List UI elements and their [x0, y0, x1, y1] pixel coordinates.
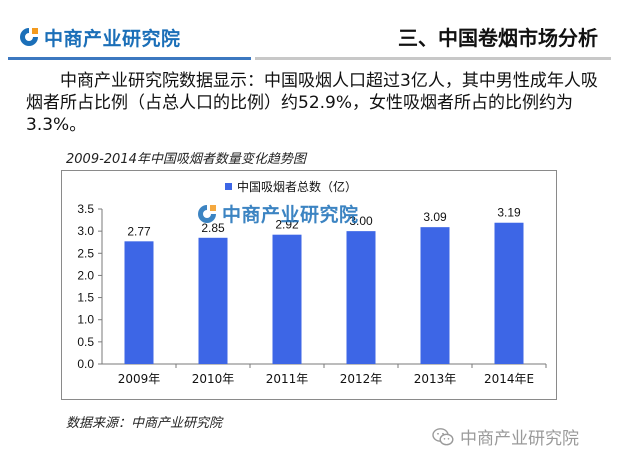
x-tick-label: 2013年 [414, 372, 457, 386]
wechat-watermark: 中商产业研究院 [432, 424, 579, 449]
y-tick-label: 0.0 [77, 357, 94, 371]
bar [420, 227, 450, 364]
x-tick-label: 2011年 [266, 372, 309, 386]
x-tick-label: 2014年E [484, 372, 534, 386]
data-source: 数据来源：中商产业研究院 [66, 416, 223, 431]
intro-paragraph: 中商产业研究院数据显示：中国吸烟人口超过3亿人，其中男性成年人吸烟者所占比例（占… [26, 71, 598, 135]
company-logo: 中商产业研究院 [18, 22, 181, 52]
slide-header: 中商产业研究院 三、中国卷烟市场分析 [0, 0, 620, 62]
watermark-logo-text: 中商产业研究院 [222, 204, 359, 226]
x-tick-label: 2012年 [340, 372, 383, 386]
bar [494, 222, 524, 364]
bar [346, 231, 376, 364]
logo-text: 中商产业研究院 [44, 27, 181, 50]
brand-logo-icon [198, 204, 216, 223]
x-tick-label: 2010年 [192, 372, 235, 386]
bar [198, 237, 228, 364]
bar [124, 241, 154, 364]
brand-logo-icon [20, 28, 38, 46]
wechat-icon [432, 427, 454, 445]
bar-data-label: 2.85 [201, 221, 225, 235]
header-rule [255, 57, 611, 60]
y-tick-label: 3.5 [77, 202, 94, 216]
y-tick-label: 0.5 [77, 335, 94, 349]
bar-data-label: 3.19 [497, 206, 521, 220]
y-tick-label: 3.0 [77, 224, 94, 238]
bar [272, 234, 302, 364]
y-tick-label: 1.0 [77, 313, 94, 327]
legend-label: 中国吸烟者总数（亿） [237, 179, 357, 194]
x-tick-label: 2009年 [118, 372, 161, 386]
bar-data-label: 2.92 [275, 218, 299, 232]
wechat-watermark-text: 中商产业研究院 [460, 429, 579, 449]
smokers-bar-chart: 0.0 0.5 1.0 1.5 2.0 2.5 3.0 3.5 2.77 2009年 2.85 201… [77, 179, 547, 386]
chart-caption: 2009-2014年中国吸烟者数量变化趋势图 [66, 152, 306, 167]
bar-data-label: 2.77 [127, 224, 151, 238]
y-tick-label: 1.5 [77, 291, 94, 305]
bar-data-label: 3.00 [349, 214, 373, 228]
y-tick-label: 2.5 [77, 246, 94, 260]
page-title: 三、中国卷烟市场分析 [398, 26, 598, 50]
chart-watermark: 中商产业研究院 [196, 200, 359, 227]
header-rule-accent [8, 57, 251, 60]
legend-swatch [225, 183, 232, 190]
y-tick-label: 2.0 [77, 268, 94, 282]
bar-data-label: 3.09 [423, 210, 447, 224]
chart-frame [61, 170, 557, 400]
